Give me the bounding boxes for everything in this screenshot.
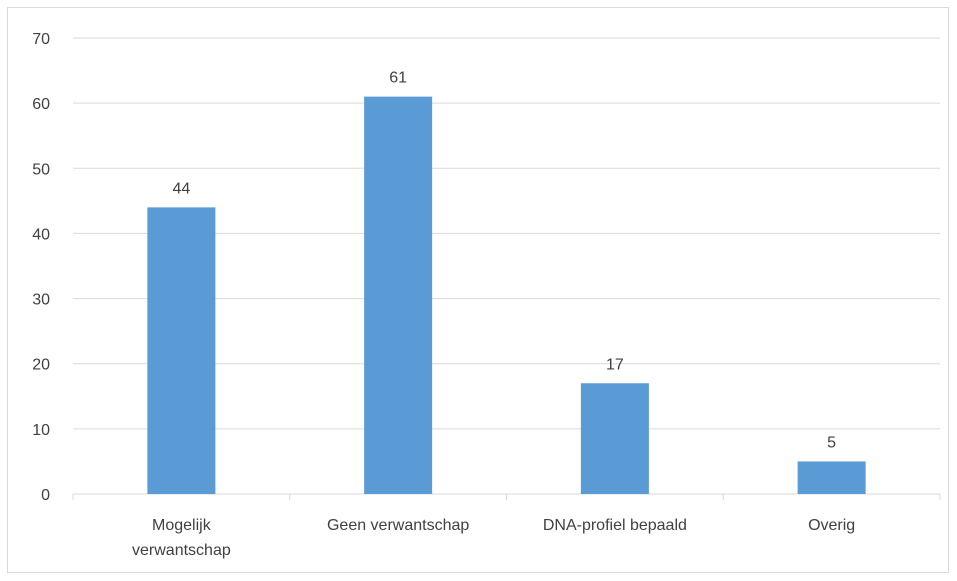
data-label: 44: [172, 180, 190, 197]
y-tick-label: 40: [32, 226, 50, 243]
category-label: DNA-profiel bepaald: [543, 517, 687, 534]
category-label: verwantschap: [132, 542, 231, 559]
y-tick-label: 0: [41, 487, 50, 504]
data-label: 61: [389, 70, 407, 87]
y-tick-label: 70: [32, 31, 50, 48]
data-label: 5: [827, 434, 836, 451]
bar: [580, 383, 649, 494]
category-label: Overig: [808, 517, 855, 534]
data-label: 17: [606, 356, 624, 373]
bar: [364, 96, 433, 494]
y-tick-label: 10: [32, 422, 50, 439]
y-tick-label: 30: [32, 292, 50, 309]
y-tick-label: 50: [32, 161, 50, 178]
category-label: Geen verwantschap: [327, 517, 469, 534]
y-tick-label: 60: [32, 96, 50, 113]
bar: [797, 461, 866, 494]
category-label: Mogelijk: [152, 517, 212, 534]
bar: [147, 207, 216, 494]
y-tick-label: 20: [32, 357, 50, 374]
